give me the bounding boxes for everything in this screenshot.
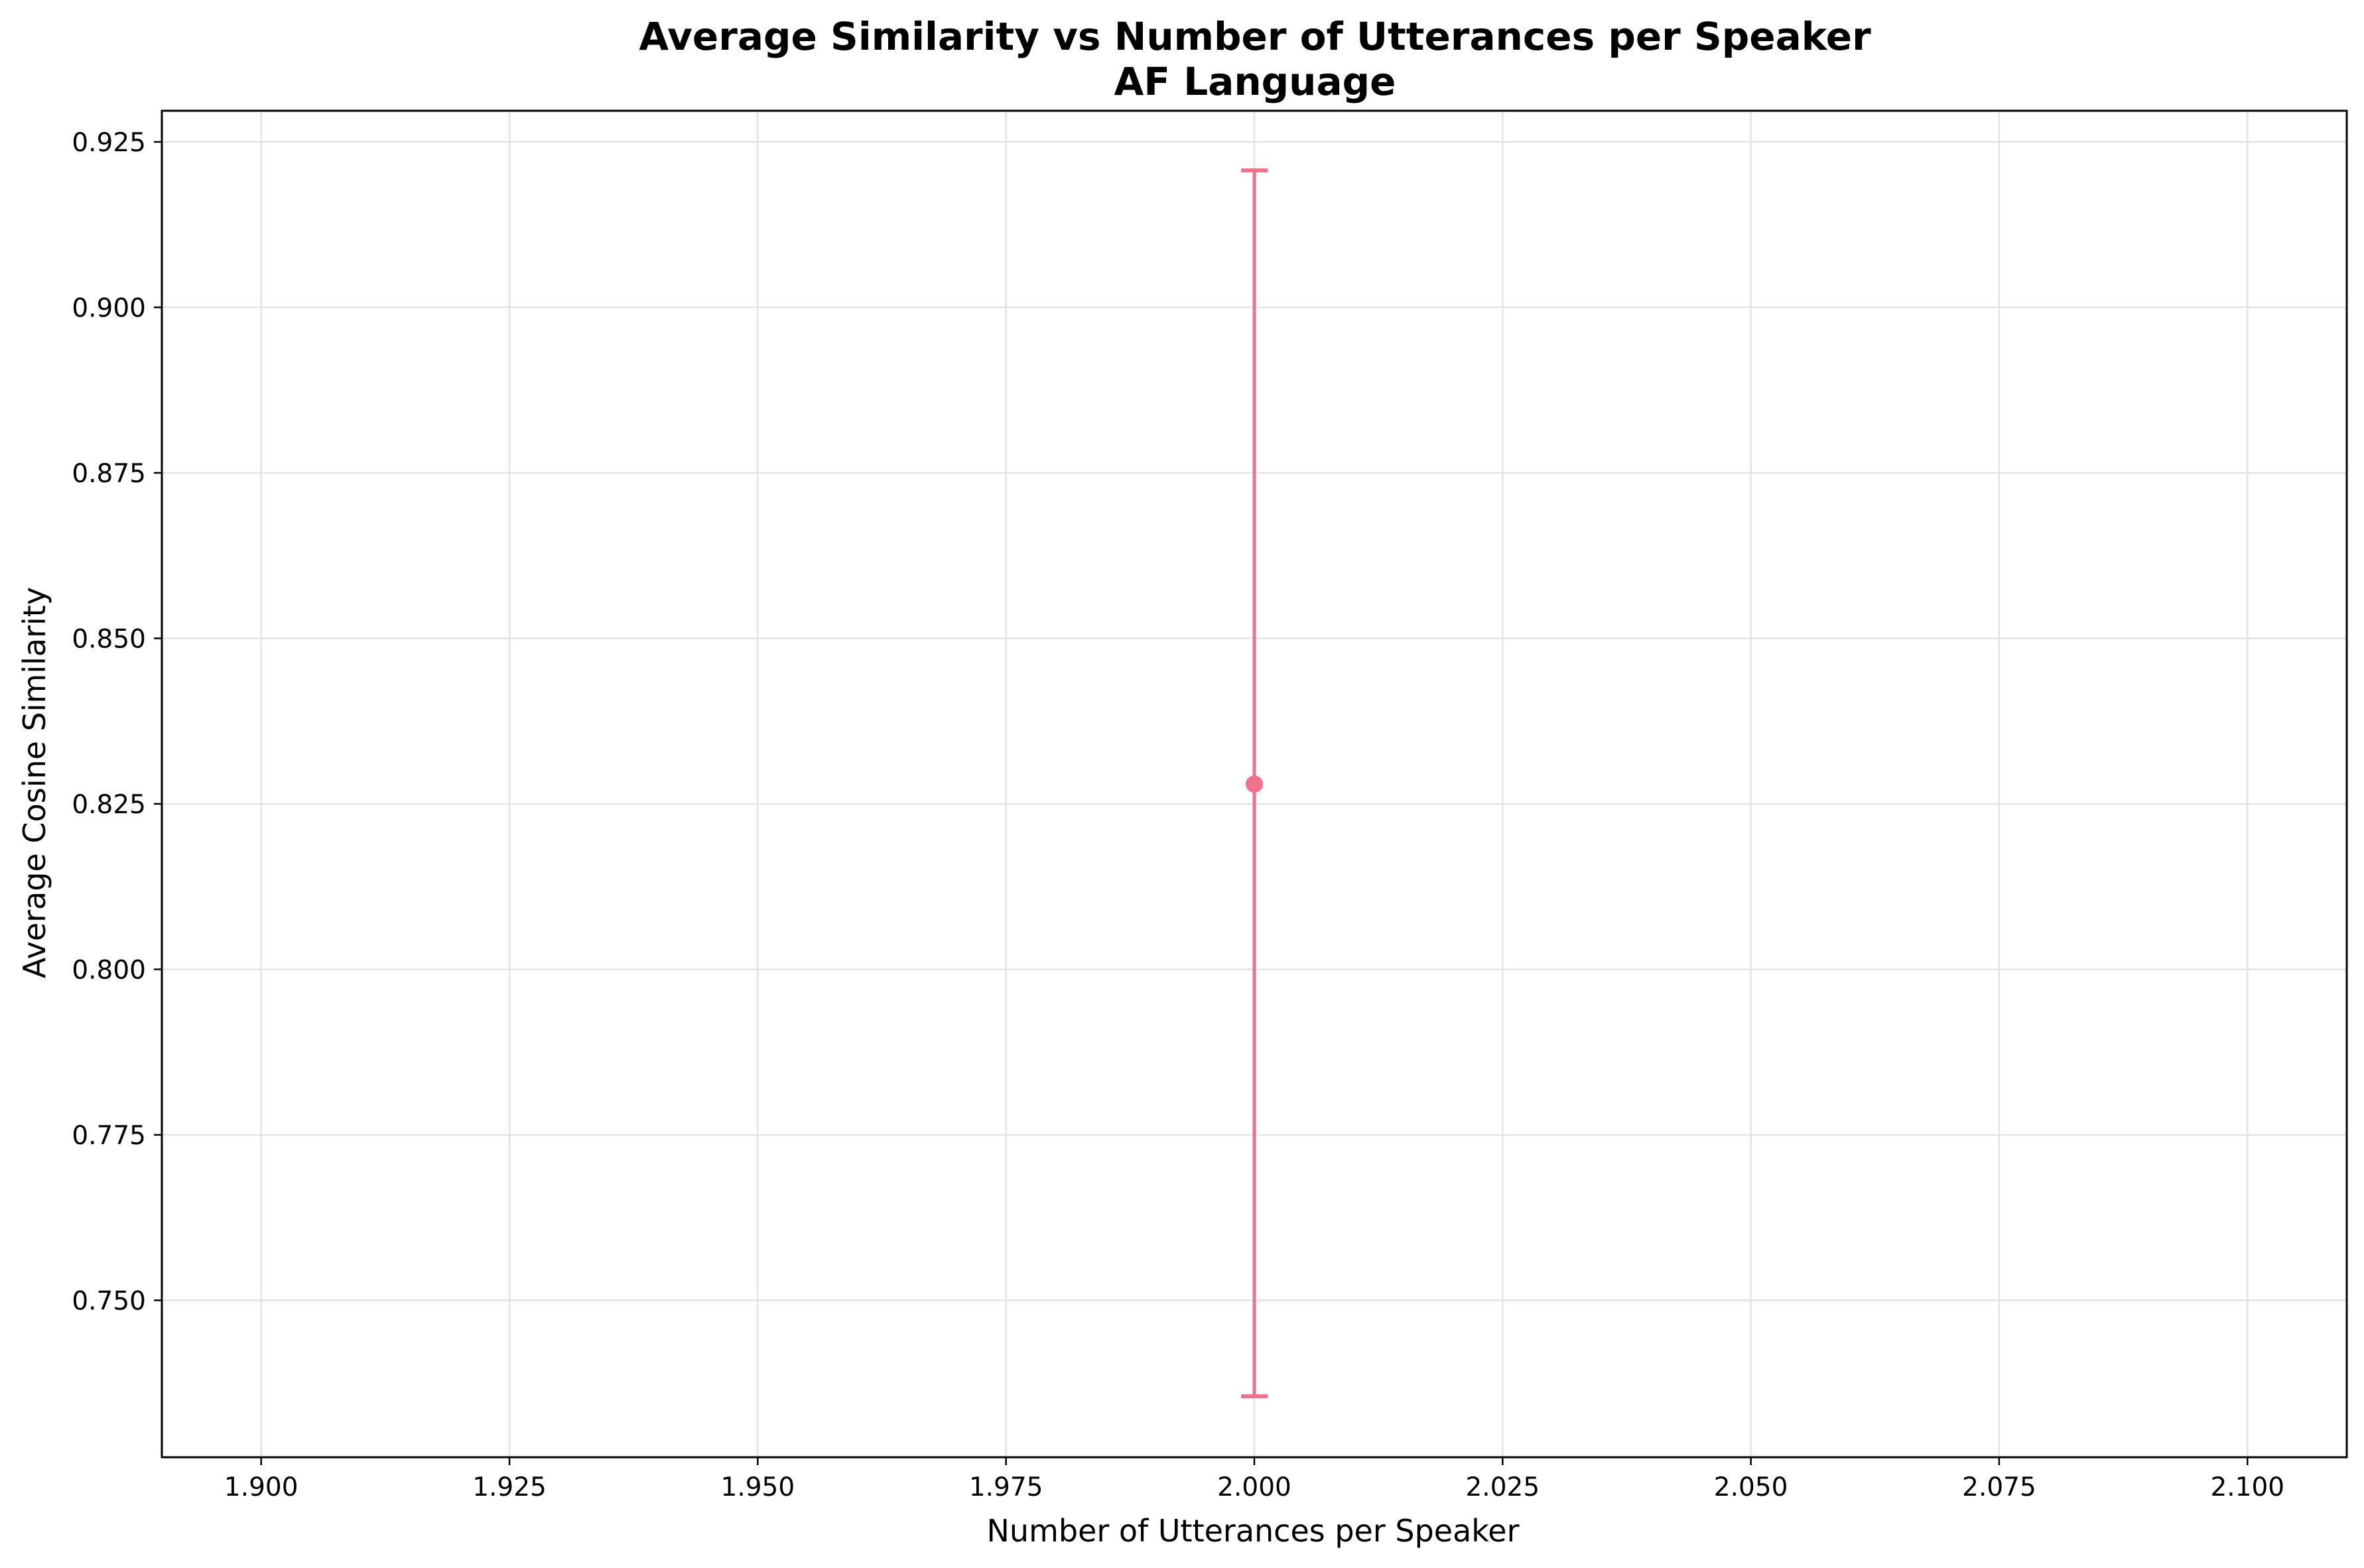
y-tick-label: 0.800: [72, 955, 146, 985]
y-tick-label: 0.900: [72, 293, 146, 323]
y-axis-ticks: 0.750 0.775 0.800 0.825 0.850 0.875 0.900 0.925: [72, 128, 162, 1316]
chart-title: Average Similarity vs Number of Utteranc…: [639, 14, 1871, 59]
y-axis-label: Average Cosine Similarity: [17, 587, 52, 978]
y-tick-label: 0.850: [72, 624, 146, 654]
data-marks: [1241, 168, 1268, 1399]
y-tick-label: 0.925: [72, 128, 146, 158]
y-tick-label: 0.775: [72, 1121, 146, 1151]
x-tick-label: 2.025: [1465, 1472, 1540, 1502]
x-tick-label: 1.900: [224, 1472, 298, 1502]
chart-subtitle: AF Language: [1114, 59, 1396, 104]
x-tick-label: 2.075: [1962, 1472, 2036, 1502]
x-tick-label: 1.975: [969, 1472, 1043, 1502]
y-tick-label: 0.875: [72, 459, 146, 489]
x-axis-label: Number of Utterances per Speaker: [987, 1513, 1520, 1549]
x-tick-label: 1.950: [721, 1472, 795, 1502]
x-tick-label: 2.100: [2210, 1472, 2284, 1502]
plot-frame: [161, 109, 2348, 1459]
x-tick-label: 1.925: [472, 1472, 547, 1502]
x-tick-label: 2.050: [1714, 1472, 1788, 1502]
data-point: [1246, 775, 1263, 793]
y-tick-label: 0.750: [72, 1286, 146, 1316]
x-axis-ticks: 1.900 1.925 1.950 1.975 2.000 2.025 2.050 2.075…: [224, 1457, 2284, 1502]
x-tick-label: 2.000: [1217, 1472, 1291, 1502]
y-tick-label: 0.825: [72, 790, 146, 820]
